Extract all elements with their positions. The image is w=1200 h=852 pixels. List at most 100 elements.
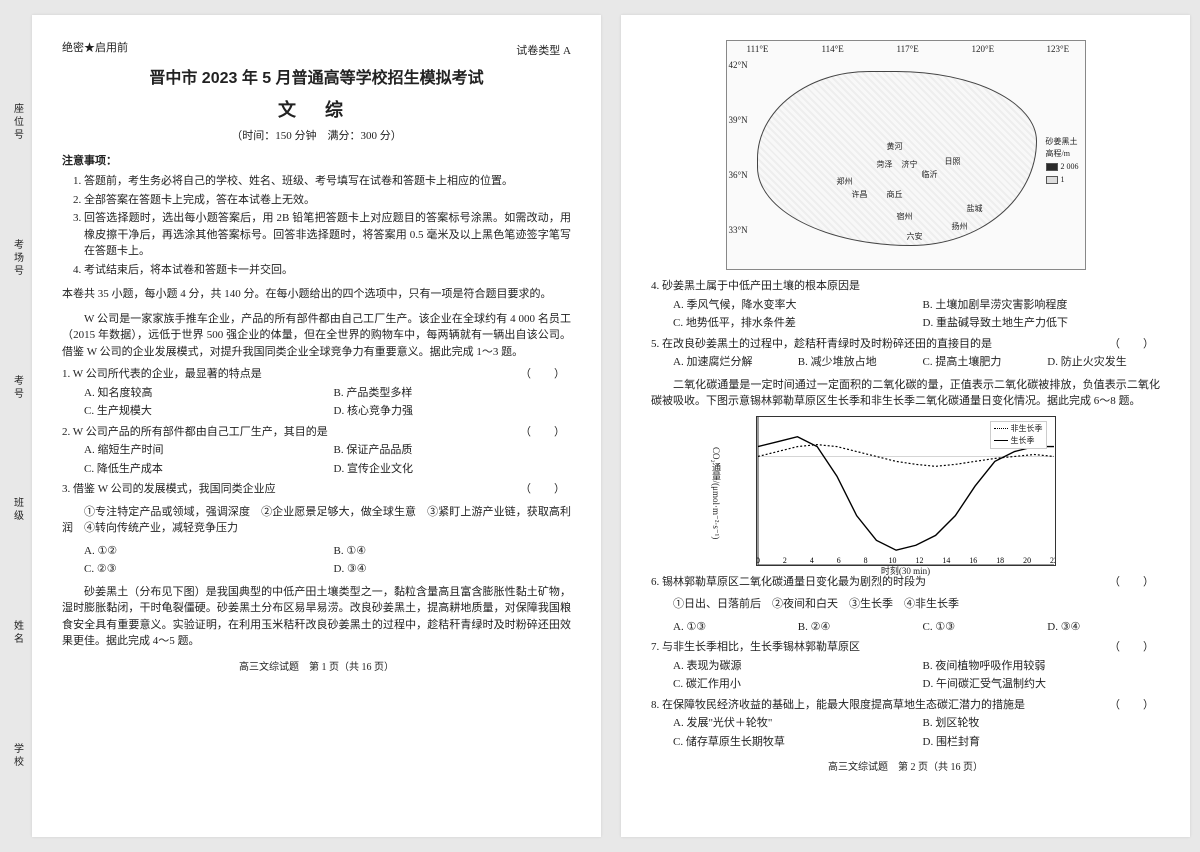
option: A. 发展"光伏＋轮牧" xyxy=(673,715,911,732)
option: A. 缩短生产时间 xyxy=(84,442,322,459)
legend-row-grow: 生长季 xyxy=(994,435,1043,447)
svg-text:6: 6 xyxy=(836,556,840,565)
lat-label: 33°N xyxy=(729,224,748,238)
option: D. 围栏封育 xyxy=(923,734,1161,751)
chart-legend: 非生长季 生长季 xyxy=(990,421,1047,449)
lat-label: 36°N xyxy=(729,169,748,183)
q3-stem-text: 3. 借鉴 W 公司的发展模式，我国同类企业应 xyxy=(62,483,276,495)
lon-label: 123°E xyxy=(1047,43,1070,57)
option: B. 保证产品品质 xyxy=(334,442,572,459)
q5-stem: 5. 在改良砂姜黑土的过程中，趁秸秆青绿时及时粉碎还田的直接目的是（ ） xyxy=(651,336,1160,353)
answer-paren: （ ） xyxy=(1109,639,1160,656)
map-city-label: 菏泽 xyxy=(877,159,893,171)
q1-stem: 1. W 公司所代表的企业，最显著的特点是（ ） xyxy=(62,366,571,383)
notice-item: 回答选择题时，选出每小题答案后，用 2B 铅笔把答题卡上对应题目的答案标号涂黑。… xyxy=(84,210,571,260)
lon-label: 111°E xyxy=(747,43,769,57)
legend-row: 1 xyxy=(1046,174,1079,186)
exam-title: 晋中市 2023 年 5 月普通高等学校招生模拟考试 xyxy=(62,67,571,91)
q3-options: A. ①② B. ①④ C. ②③ D. ③④ xyxy=(84,543,571,578)
answer-paren: （ ） xyxy=(520,424,571,441)
svg-text:20: 20 xyxy=(1023,556,1031,565)
lon-label: 114°E xyxy=(822,43,844,57)
option: B. 划区轮牧 xyxy=(923,715,1161,732)
notice-item: 考试结束后，将本试卷和答题卡一并交回。 xyxy=(84,262,571,279)
answer-paren: （ ） xyxy=(520,481,571,498)
q1-options: A. 知名度较高B. 产品类型多样C. 生产规模大D. 核心竞争力强 xyxy=(84,385,571,420)
q6-items: ①日出、日落前后 ②夜间和白天 ③生长季 ④非生长季 xyxy=(651,596,1160,613)
q5-options: A. 加速腐烂分解B. 减少堆放占地C. 提高土壤肥力D. 防止火灾发生 xyxy=(673,354,1160,371)
option: B. 夜间植物呼吸作用较弱 xyxy=(923,658,1161,675)
legend-val-low: 1 xyxy=(1061,174,1065,186)
svg-text:12: 12 xyxy=(915,556,923,565)
map-city-label: 六安 xyxy=(907,231,923,243)
option: D. 防止火灾发生 xyxy=(1047,354,1160,371)
side-label: 班级 xyxy=(10,497,25,523)
legend-swatch-dark xyxy=(1046,163,1058,171)
notice-header: 注意事项： xyxy=(62,153,571,170)
co2-chart: CO₂通量/(μmol·m⁻²·s⁻¹) -3-2-101 0246810121… xyxy=(756,416,1056,566)
side-label: 姓名 xyxy=(10,620,25,646)
q6-options: A. ①③ B. ②④ C. ①③ D. ③④ xyxy=(673,619,1160,636)
q8-options: A. 发展"光伏＋轮牧" B. 划区轮牧 C. 储存草原生长期牧草 D. 围栏封育 xyxy=(673,715,1160,750)
option: D. 重盐碱导致土地生产力低下 xyxy=(923,315,1161,332)
option: A. ①② xyxy=(84,543,322,560)
option: A. 加速腐烂分解 xyxy=(673,354,786,371)
svg-text:0: 0 xyxy=(757,556,760,565)
svg-text:18: 18 xyxy=(996,556,1004,565)
subject-title: 文 综 xyxy=(62,97,571,124)
page-1-footer: 高三文综试题 第 1 页（共 16 页） xyxy=(62,660,571,675)
option: A. ①③ xyxy=(673,619,786,636)
legend-row: 2 006 xyxy=(1046,161,1079,173)
notice-item: 答题前，考生务必将自己的学校、姓名、班级、考号填写在试卷和答题卡上相应的位置。 xyxy=(84,173,571,190)
q3-stem: 3. 借鉴 W 公司的发展模式，我国同类企业应 （ ） xyxy=(62,481,571,498)
option: C. 降低生产成本 xyxy=(84,461,322,478)
legend-row-nong: 非生长季 xyxy=(994,423,1043,435)
q4-stem: 4. 砂姜黑土属于中低产田土壤的根本原因是 xyxy=(651,278,1160,295)
option: D. ③④ xyxy=(334,561,572,578)
page-1: 座位号考场号考号班级姓名学校 绝密★启用前 试卷类型 A 晋中市 2023 年 … xyxy=(32,15,601,837)
option: D. 午间碳汇受气温制约大 xyxy=(923,676,1161,693)
map-city-label: 许昌 xyxy=(852,189,868,201)
option: C. ①③ xyxy=(923,619,1036,636)
passage-3: 二氧化碳通量是一定时间通过一定面积的二氧化碳的量，正值表示二氧化碳被排放，负值表… xyxy=(651,377,1160,410)
option: B. ②④ xyxy=(798,619,911,636)
side-label: 座位号 xyxy=(10,103,25,142)
page-2: 砂姜黑土 高程/m 2 006 1 111°E114°E117°E120°E12… xyxy=(621,15,1190,837)
side-label: 学校 xyxy=(10,743,25,769)
legend-alt-label: 高程/m xyxy=(1046,148,1079,160)
map-city-label: 临沂 xyxy=(922,169,938,181)
lon-label: 117°E xyxy=(897,43,919,57)
q8-stem-text: 8. 在保障牧民经济收益的基础上，能最大限度提高草地生态碳汇潜力的措施是 xyxy=(651,699,1025,711)
svg-text:22: 22 xyxy=(1050,556,1055,565)
option: C. 储存草原生长期牧草 xyxy=(673,734,911,751)
option: A. 季风气候，降水变率大 xyxy=(673,297,911,314)
svg-text:4: 4 xyxy=(809,556,813,565)
map-figure: 砂姜黑土 高程/m 2 006 1 111°E114°E117°E120°E12… xyxy=(726,40,1086,270)
option: D. ③④ xyxy=(1047,619,1160,636)
q3-items: ①专注特定产品或领域，强调深度 ②企业愿景足够大，做全球生意 ③紧盯上游产业链，… xyxy=(62,504,571,537)
lat-label: 39°N xyxy=(729,114,748,128)
q7-options: A. 表现为碳源B. 夜间植物呼吸作用较弱C. 碳汇作用小D. 午间碳汇受气温制… xyxy=(673,658,1160,693)
map-city-label: 黄河 xyxy=(887,141,903,153)
map-city-label: 商丘 xyxy=(887,189,903,201)
q2-stem: 2. W 公司产品的所有部件都由自己工厂生产，其目的是 （ ） xyxy=(62,424,571,441)
legend-title: 砂姜黑土 xyxy=(1046,136,1079,148)
option: B. ①④ xyxy=(334,543,572,560)
q5-stem-text: 5. 在改良砂姜黑土的过程中，趁秸秆青绿时及时粉碎还田的直接目的是 xyxy=(651,338,992,350)
section-intro: 本卷共 35 小题，每小题 4 分，共 140 分。在每小题给出的四个选项中，只… xyxy=(62,286,571,303)
q2-stem-text: 2. W 公司产品的所有部件都由自己工厂生产，其目的是 xyxy=(62,426,328,438)
option: D. 核心竞争力强 xyxy=(334,403,572,420)
option: C. ②③ xyxy=(84,561,322,578)
passage-1: W 公司是一家家族手推车企业，产品的所有部件都由自己工厂生产。该企业在全球约有 … xyxy=(62,311,571,361)
q1-stem-text: 1. W 公司所代表的企业，最显著的特点是 xyxy=(62,368,262,380)
time-score: （时间：150 分钟 满分：300 分） xyxy=(62,128,571,145)
answer-paren: （ ） xyxy=(1109,697,1160,714)
legend-val-high: 2 006 xyxy=(1061,161,1079,173)
legend-label-nong: 非生长季 xyxy=(1011,423,1043,435)
option: A. 知名度较高 xyxy=(84,385,322,402)
q4-options: A. 季风气候，降水变率大B. 土壤加剧旱涝灾害影响程度C. 地势低平，排水条件… xyxy=(673,297,1160,332)
passage-2: 砂姜黑土（分布见下图）是我国典型的中低产田土壤类型之一，黏粒含量高且富含膨胀性黏… xyxy=(62,584,571,650)
notice-item: 全部答案在答题卡上完成，答在本试卷上无效。 xyxy=(84,192,571,209)
legend-label-grow: 生长季 xyxy=(1011,435,1035,447)
map-city-label: 日照 xyxy=(945,156,961,168)
